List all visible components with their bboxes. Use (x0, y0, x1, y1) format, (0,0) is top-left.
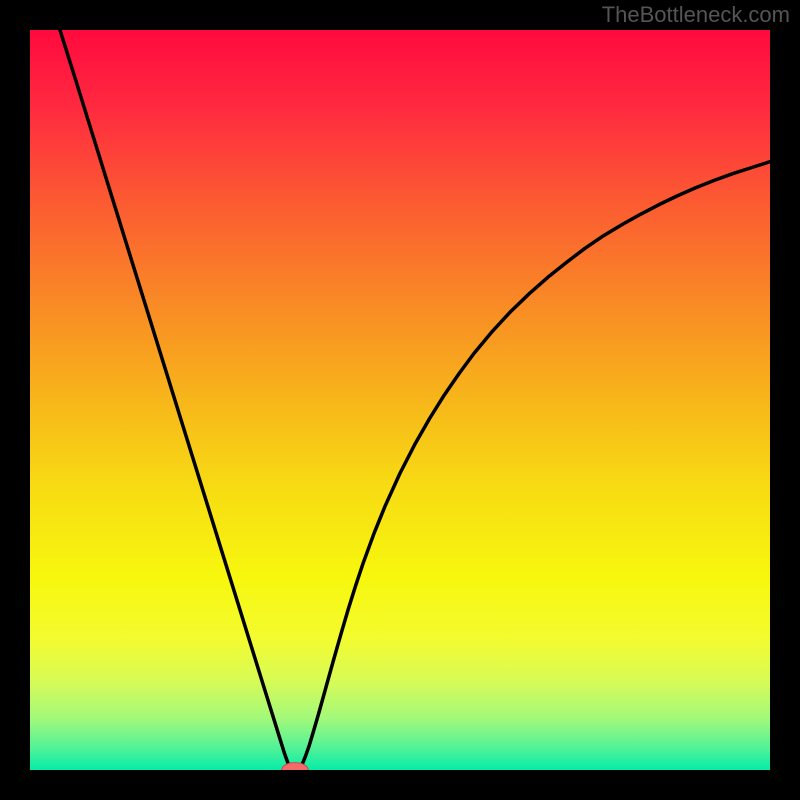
chart-container: TheBottleneck.com (0, 0, 800, 800)
bottleneck-chart (0, 0, 800, 800)
watermark-text: TheBottleneck.com (602, 2, 790, 28)
plot-background (30, 30, 770, 770)
